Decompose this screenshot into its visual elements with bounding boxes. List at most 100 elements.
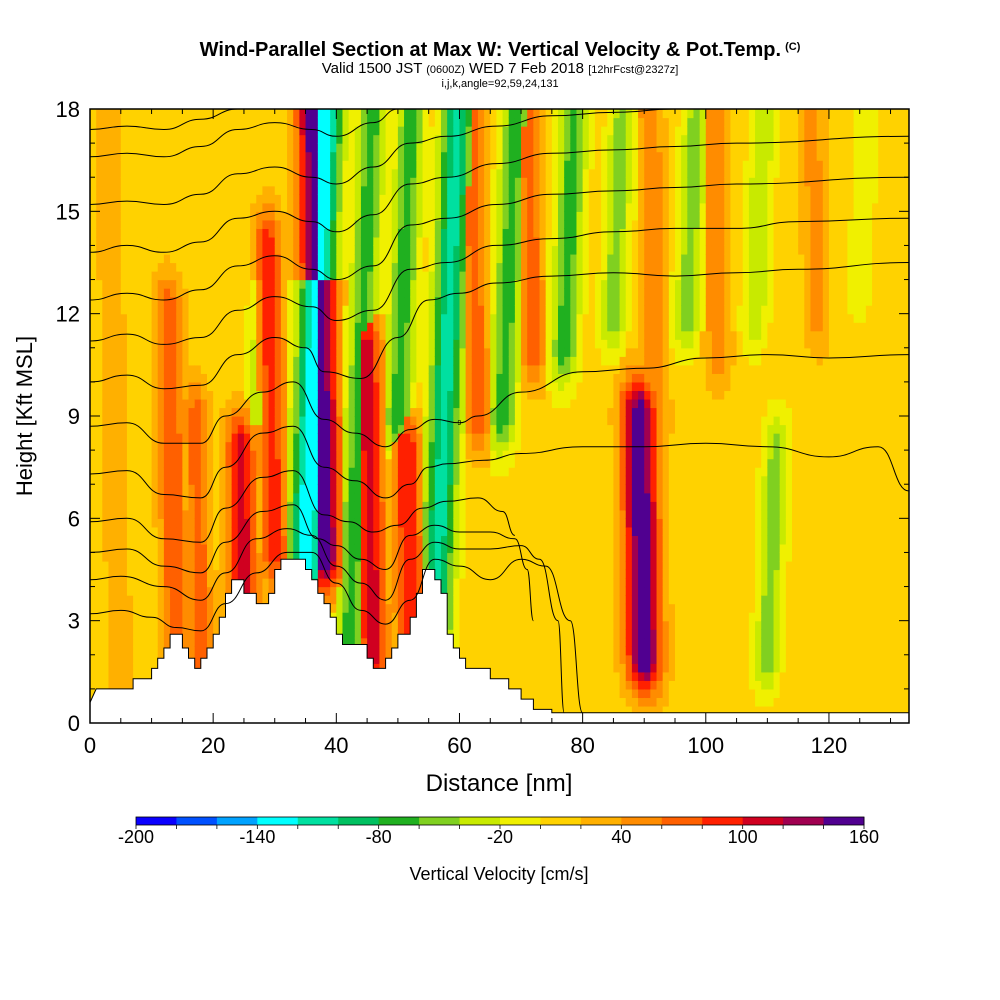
velocity-cell [410, 595, 417, 605]
velocity-cell [360, 603, 368, 613]
velocity-cell [176, 475, 183, 485]
velocity-cell [496, 305, 504, 315]
velocity-cell [360, 330, 368, 340]
velocity-cell [317, 356, 325, 366]
velocity-cell [293, 236, 300, 247]
velocity-cell [213, 322, 220, 332]
velocity-cell [207, 518, 214, 528]
velocity-cell [213, 194, 220, 204]
velocity-cell [250, 356, 257, 366]
velocity-cell [287, 450, 294, 460]
velocity-cell [397, 612, 405, 622]
velocity-cell [422, 381, 430, 392]
velocity-cell [170, 552, 177, 562]
velocity-cell [490, 126, 498, 136]
velocity-cell [422, 194, 430, 204]
velocity-cell [453, 126, 461, 136]
velocity-cell [324, 236, 331, 247]
velocity-cell [330, 262, 337, 272]
velocity-cell [262, 271, 270, 281]
velocity-cell [354, 467, 362, 477]
velocity-cell [151, 185, 159, 195]
velocity-cell [96, 381, 103, 392]
velocity-cell [484, 305, 491, 315]
velocity-cell [213, 543, 220, 554]
velocity-cell [256, 236, 264, 247]
velocity-cell [280, 373, 288, 383]
velocity-cell [225, 288, 233, 298]
velocity-cell [114, 620, 122, 630]
velocity-cell [336, 288, 344, 298]
velocity-cell [108, 416, 116, 426]
velocity-cell [90, 271, 97, 281]
velocity-cell [231, 253, 239, 264]
velocity-cell [200, 194, 208, 204]
velocity-cell [225, 177, 233, 187]
velocity-cell [324, 484, 331, 494]
velocity-cell [176, 501, 183, 511]
velocity-cell [139, 629, 147, 639]
velocity-cell [274, 177, 282, 187]
velocity-cell [237, 509, 245, 519]
velocity-cell [360, 552, 368, 562]
velocity-cell [317, 330, 325, 340]
velocity-cell [404, 211, 411, 221]
velocity-cell [102, 407, 110, 417]
velocity-cell [280, 526, 288, 536]
velocity-cell [502, 603, 510, 613]
velocity-cell [410, 356, 417, 366]
velocity-cell [219, 313, 227, 323]
velocity-cell [373, 202, 381, 212]
velocity-cell [299, 296, 307, 306]
velocity-cell [434, 219, 442, 229]
velocity-cell [108, 288, 116, 298]
velocity-cell [441, 330, 448, 340]
velocity-cell [213, 578, 220, 588]
velocity-cell [360, 484, 368, 494]
velocity-cell [262, 194, 270, 204]
velocity-cell [170, 211, 177, 221]
velocity-cell [330, 381, 337, 392]
velocity-cell [250, 160, 257, 170]
velocity-cell [434, 398, 442, 409]
velocity-cell [194, 433, 202, 443]
velocity-cell [250, 569, 257, 579]
velocity-cell [477, 450, 485, 460]
velocity-cell [428, 322, 436, 332]
velocity-cell [404, 543, 411, 554]
velocity-cell [441, 398, 448, 409]
velocity-cell [465, 134, 473, 144]
velocity-cell [102, 185, 110, 195]
velocity-cell [126, 424, 134, 434]
velocity-cell [157, 390, 165, 400]
velocity-cell [324, 492, 331, 502]
velocity-cell [114, 526, 122, 536]
velocity-cell [496, 288, 504, 298]
velocity-cell [354, 322, 362, 332]
velocity-cell [262, 424, 270, 434]
velocity-cell [250, 518, 257, 528]
velocity-cell [200, 211, 208, 221]
velocity-cell [373, 109, 381, 119]
velocity-cell [237, 458, 245, 468]
velocity-cell [477, 578, 485, 588]
velocity-cell [120, 330, 128, 340]
velocity-cell [256, 313, 264, 323]
velocity-cell [484, 475, 491, 485]
velocity-cell [299, 236, 307, 247]
velocity-cell [237, 126, 245, 136]
velocity-cell [373, 347, 381, 357]
velocity-cell [200, 339, 208, 349]
velocity-cell [317, 177, 325, 187]
velocity-cell [163, 305, 171, 315]
velocity-cell [367, 458, 374, 468]
velocity-cell [416, 407, 424, 417]
velocity-cell [465, 433, 473, 443]
velocity-cell [139, 330, 147, 340]
velocity-cell [96, 680, 103, 690]
velocity-cell [207, 595, 214, 605]
velocity-cell [268, 526, 276, 536]
velocity-cell [120, 202, 128, 212]
velocity-cell [465, 381, 473, 392]
velocity-cell [471, 126, 479, 136]
